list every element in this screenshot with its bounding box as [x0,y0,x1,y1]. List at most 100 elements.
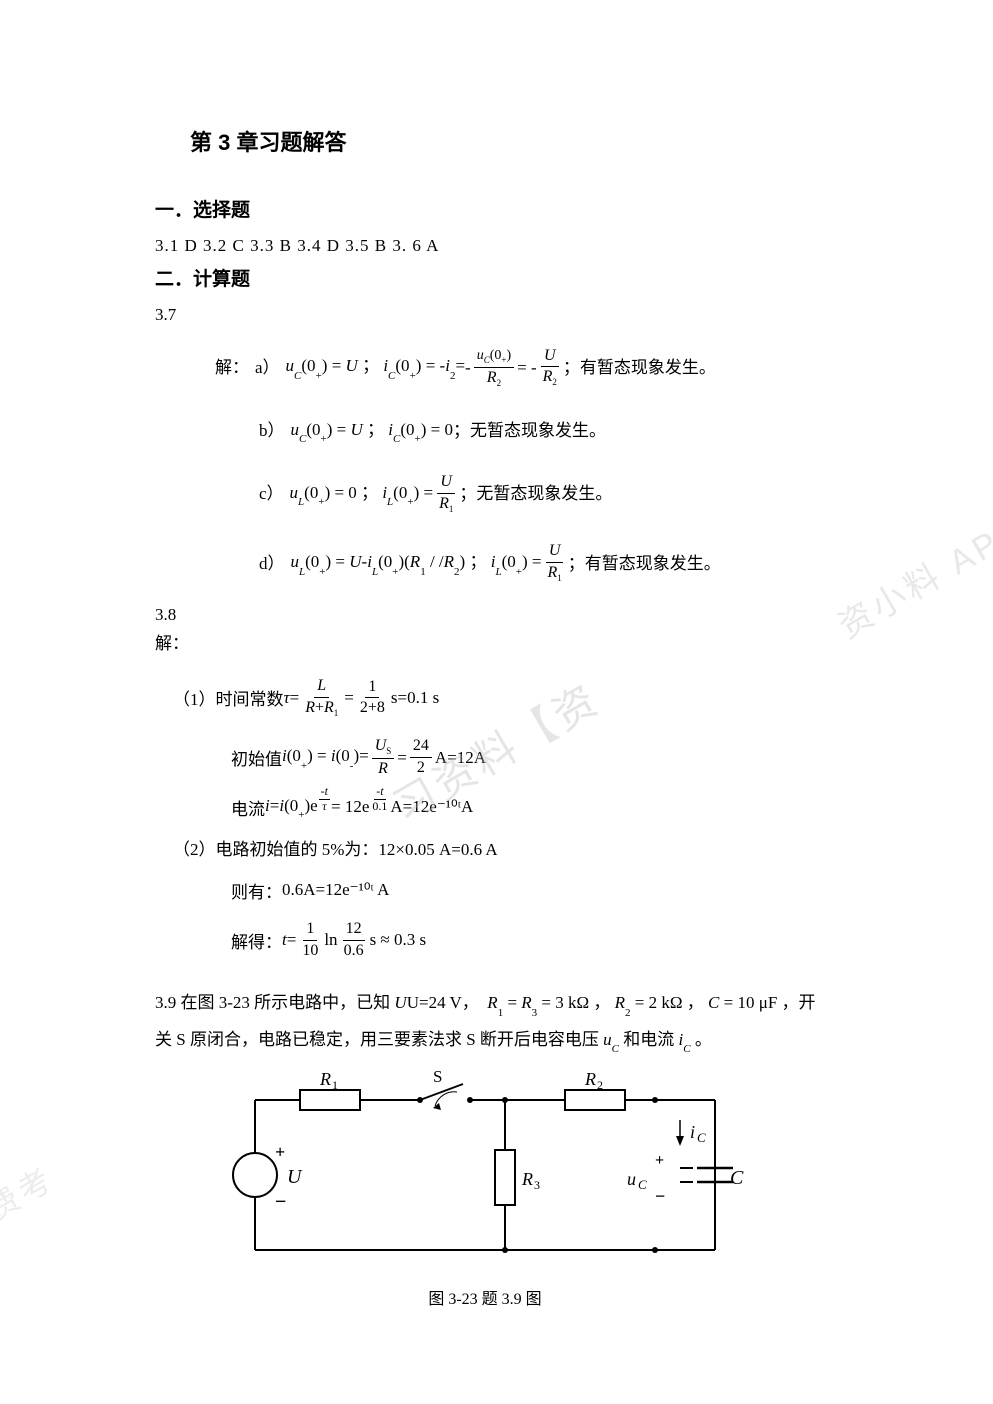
formula-tail: ；无暂态现象发生。 [459,480,612,507]
fraction: U R2 [540,346,560,390]
choice-answers: 3.1 D 3.2 C 3.3 B 3.4 D 3.5 B 3. 6 A [155,236,838,256]
fraction: US R [372,736,395,780]
problem-38-num: 3.8 [155,605,838,625]
eq-38-6: 解得： t= 1 10 ln 12 0.6 s ≈ 0.3 s [231,919,838,962]
eq-38-1: （1）时间常数 τ = L R+R1 = 1 2+8 s=0.1 s [173,676,838,720]
variable: R [521,993,531,1012]
formula-text: = - [517,354,537,381]
svg-text:−: − [275,1191,286,1213]
eq-37a: 解： a） uC(0+) = U ； iC(0+) = -i2= - uC(0+… [215,345,838,390]
formula-text: = [344,688,354,708]
variable: R [615,993,625,1012]
formula-label: （1）时间常数 [173,685,284,710]
formula-label: 电流 [231,795,265,820]
eq-38-5: 则有： 0.6A=12e⁻¹⁰ᵗ A [231,878,838,903]
eq-37c: c） uL(0+) = 0 ； iL(0+) = U R1 ；无暂态现象发生。 [215,472,838,516]
svg-text:u: u [627,1169,636,1189]
formula-tail: A=12A [435,748,486,768]
problem-text-part: = 2 kΩ ， [635,993,704,1012]
formula-tail: s ≈ 0.3 s [370,930,427,950]
problem-text-part: = 3 kΩ ， [541,993,610,1012]
item-label-d: d） [259,550,285,577]
fraction: 12 0.6 [341,919,367,962]
eq-37b: b） uC(0+) = U ； iC(0+) = 0 ；无暂态现象发生。 [215,416,838,446]
formula-tail: s=0.1 s [391,688,439,708]
section-header-calc: 二．计算题 [155,264,838,291]
solution-prefix: 解： [215,354,249,381]
exponent: -tτ [318,785,331,812]
formula-tail: A=12e⁻¹⁰ᵗA [390,797,473,817]
formula-tail: ；有暂态现象发生。 [568,550,721,577]
formula-text: i=i(0+)e [265,796,318,818]
circuit-svg: R 1 S R 2 + U − R 3 i C [225,1070,745,1270]
fraction: 1 10 [299,919,321,962]
formula-text: t= [282,930,296,950]
formula-label: 则有： [231,878,282,903]
variable: uC [603,1030,619,1049]
svg-text:3: 3 [534,1178,540,1192]
fraction: uC(0+) R2 [474,345,514,390]
watermark-text: 资小料 APP [827,501,993,647]
item-label-c: c） [259,480,284,507]
formula-text: i(0+) = i(0-)= [282,746,369,768]
svg-text:R: R [584,1070,596,1089]
formula-label: 初始值 [231,745,282,770]
eq-38-4: （2）电路初始值的 5%为：12×0.05 A=0.6 A [173,835,838,860]
formula-text: uC(0+) = U ； iC(0+) = -i2= [286,352,465,382]
eq-38-2: 初始值 i(0+) = i(0-)= US R = 24 2 A=12A [231,736,838,780]
problem-text-part: 和电流 [623,1030,678,1049]
watermark-text: 免费考 [0,1154,62,1248]
svg-text:+: + [655,1152,664,1169]
svg-text:i: i [690,1122,695,1142]
circuit-diagram: R 1 S R 2 + U − R 3 i C [225,1070,745,1309]
formula-text: = [397,748,407,768]
fraction: U R1 [544,541,564,585]
item-label-b: b） [259,417,285,444]
fraction: 24 2 [410,736,432,779]
svg-text:1: 1 [332,1078,338,1092]
problem-37-solution: 解： a） uC(0+) = U ； iC(0+) = -i2= - uC(0+… [215,345,838,585]
item-label-a: a） [255,354,280,381]
fraction: U R1 [436,472,456,516]
svg-text:−: − [655,1186,665,1206]
formula-tail: ；无暂态现象发生。 [453,417,606,444]
svg-text:C: C [730,1167,744,1189]
formula-text: uL(0+) = 0 ； iL(0+) = [290,479,434,509]
problem-37-num: 3.7 [155,305,838,325]
fraction: L R+R1 [302,676,341,720]
circuit-caption: 图 3-23 题 3.9 图 [225,1285,745,1309]
problem-text-part: 。 [695,1030,712,1049]
svg-text:S: S [433,1070,442,1086]
variable: R [487,993,497,1012]
variable: iC [679,1030,691,1049]
problem-39-text: 3.9 在图 3-23 所示电路中，已知 UU=24 V， R1 = R3 = … [155,985,838,1058]
svg-text:R: R [319,1070,331,1089]
section-header-choice: 一．选择题 [155,195,838,222]
formula-text: 0.6A=12e⁻¹⁰ᵗ A [282,880,389,900]
chapter-title: 第 3 章习题解答 [190,125,838,157]
formula-tail: ；有暂态现象发生。 [563,354,716,381]
eq-38-3: 电流 i=i(0+)e -tτ = 12e -t0.1 A=12e⁻¹⁰ᵗA [231,793,838,820]
variable: U [394,993,406,1012]
formula-text: = [290,688,300,708]
formula-label: 解得： [231,928,282,953]
problem-text-part: U=24 V， [407,993,479,1012]
formula-text: ln [324,930,337,950]
eq-37d: d） uL(0+) = U-iL(0+)(R1 / /R2) ； iL(0+) … [215,541,838,585]
svg-text:C: C [697,1130,706,1145]
svg-text:U: U [287,1166,303,1188]
svg-text:+: + [275,1142,285,1162]
exponent: -t0.1 [369,785,390,812]
formula-text: uL(0+) = U-iL(0+)(R1 / /R2) ； iL(0+) = [291,548,542,578]
solution-prefix: 解： [155,629,838,654]
problem-38-solution: （1）时间常数 τ = L R+R1 = 1 2+8 s=0.1 s 初始值 i… [173,676,838,961]
problem-text-part: = 10 μF ，开 [724,993,816,1012]
formula-text: = 12e [331,797,369,817]
svg-text:C: C [638,1177,647,1192]
formula-text: - [465,354,471,381]
problem-text-part: 3.9 在图 3-23 所示电路中，已知 [155,993,394,1012]
svg-text:R: R [521,1169,533,1189]
formula-text: uC(0+) = U ； iC(0+) = 0 [291,416,453,446]
variable: C [708,993,719,1012]
svg-text:2: 2 [597,1078,603,1092]
